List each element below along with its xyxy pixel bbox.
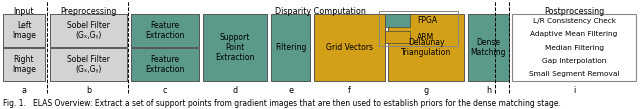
Text: c: c <box>163 86 168 95</box>
Text: Postprocessing: Postprocessing <box>544 7 604 16</box>
Bar <box>271 14 310 81</box>
Text: Median Filtering: Median Filtering <box>545 44 604 50</box>
Bar <box>50 48 127 81</box>
Text: f: f <box>348 86 351 95</box>
Text: Sobel Filter
(Gₓ,Gᵧ): Sobel Filter (Gₓ,Gᵧ) <box>67 55 109 74</box>
Text: Preprocessing: Preprocessing <box>60 7 116 16</box>
Bar <box>203 14 267 81</box>
Text: a: a <box>22 86 26 95</box>
Text: i: i <box>573 86 575 95</box>
Text: e: e <box>288 86 293 95</box>
Text: b: b <box>86 86 91 95</box>
Bar <box>131 48 199 81</box>
Bar <box>3 48 45 81</box>
Bar <box>3 14 45 47</box>
Text: Left
Image: Left Image <box>12 21 36 40</box>
Text: Filtering: Filtering <box>275 43 307 52</box>
Text: Input: Input <box>13 7 35 16</box>
Text: L/R Consistency Check: L/R Consistency Check <box>532 18 616 24</box>
Text: Dense
Matching: Dense Matching <box>470 38 506 57</box>
Bar <box>385 31 410 43</box>
Bar <box>388 14 464 81</box>
Text: g: g <box>424 86 429 95</box>
Text: Support
Point
Extraction: Support Point Extraction <box>215 33 255 62</box>
Bar <box>385 14 410 26</box>
Text: Fig. 1.   ELAS Overview: Extract a set of support points from gradient images th: Fig. 1. ELAS Overview: Extract a set of … <box>3 99 561 108</box>
Text: h: h <box>486 86 491 95</box>
Text: Delaunay
Triangulation: Delaunay Triangulation <box>401 38 451 57</box>
Text: Small Segment Removal: Small Segment Removal <box>529 71 620 77</box>
Text: Sobel Filter
(Gₓ,Gᵧ): Sobel Filter (Gₓ,Gᵧ) <box>67 21 109 40</box>
Bar <box>50 14 127 47</box>
Bar <box>512 14 636 81</box>
Text: d: d <box>232 86 237 95</box>
Text: Disparity Computation: Disparity Computation <box>275 7 365 16</box>
Bar <box>468 14 509 81</box>
Bar <box>131 14 199 47</box>
Bar <box>314 14 385 81</box>
Bar <box>379 11 458 46</box>
Text: ARM: ARM <box>417 33 435 42</box>
Text: Feature
Extraction: Feature Extraction <box>145 55 185 74</box>
Text: Feature
Extraction: Feature Extraction <box>145 21 185 40</box>
Text: FPGA: FPGA <box>417 16 437 25</box>
Text: Adaptive Mean Filtering: Adaptive Mean Filtering <box>531 31 618 37</box>
Text: Gap Interpolation: Gap Interpolation <box>542 58 606 64</box>
Text: Grid Vectors: Grid Vectors <box>326 43 373 52</box>
Text: Right
Image: Right Image <box>12 55 36 74</box>
